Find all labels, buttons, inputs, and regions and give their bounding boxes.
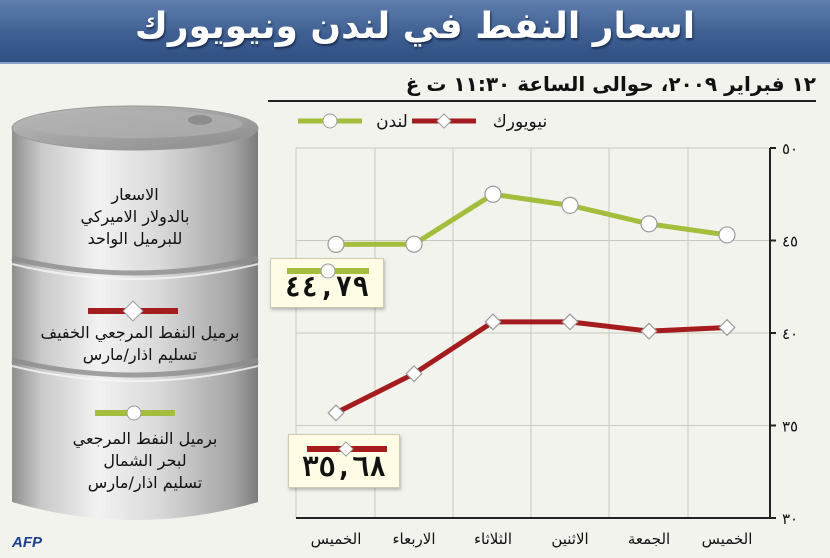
newyork-callout: ٣٥,٦٨ [288, 434, 400, 488]
series-line-london [335, 191, 728, 247]
x-tick-label: الثلاثاء [474, 530, 512, 548]
data-point-london [484, 185, 502, 203]
barrel-heading-line: للبرميل الواحد [87, 229, 183, 248]
barrel-legend-brent: برميل النفط المرجعي لبحر الشمال تسليم اذ… [40, 428, 250, 494]
legend-swatch-brent [95, 405, 175, 421]
title-bar: اسعار النفط في لندن ونيويورك [0, 0, 830, 64]
y-tick-label: ٥٠ [782, 140, 798, 158]
data-point-london [640, 215, 658, 233]
data-point-newyork [327, 404, 345, 422]
y-tick-label: ٣٥ [782, 418, 798, 436]
barrel-legend-line: تسليم اذار/مارس [87, 473, 203, 492]
series-line-newyork [334, 319, 728, 416]
y-tick-label: ٣٠ [782, 510, 798, 528]
legend-entry-newyork-label: نيويورك [493, 112, 547, 132]
x-tick-label: الخميس [702, 530, 753, 548]
barrel-legend-line: برميل النفط المرجعي الخفيف [40, 323, 240, 342]
barrel-illustration [11, 105, 259, 520]
data-point-newyork [405, 365, 423, 383]
barrel-heading-line: بالدولار الاميركي [80, 207, 190, 226]
x-tick-label: الجمعة [628, 530, 670, 548]
data-point-newyork [640, 322, 658, 340]
subtitle-underline [268, 100, 816, 102]
barrel-heading: الاسعار بالدولار الاميركي للبرميل الواحد [30, 184, 240, 250]
legend-swatch-light [88, 300, 178, 322]
data-point-london [718, 226, 736, 244]
barrel-body [11, 105, 259, 520]
barrel-heading-line: الاسعار [111, 185, 159, 204]
newyork-callout-swatch [307, 441, 387, 457]
data-point-london [561, 196, 579, 214]
barrel-legend-line: برميل النفط المرجعي [72, 429, 218, 448]
data-point-london [327, 235, 345, 253]
legend-entry-london-label: لندن [376, 112, 408, 132]
data-point-newyork [718, 318, 736, 337]
barrel-legend-line: تسليم اذار/مارس [82, 345, 198, 364]
london-callout: ٤٤,٧٩ [270, 258, 384, 308]
barrel-legend-line: لبحر الشمال [103, 451, 187, 470]
x-tick-label: الاربعاء [392, 530, 435, 548]
chart-legend: لندن نيويورك [298, 112, 547, 132]
barrel-legend-light: برميل النفط المرجعي الخفيف تسليم اذار/ما… [22, 322, 258, 366]
legend-entry-london-marker [322, 113, 338, 129]
data-point-newyork [484, 313, 502, 331]
data-point-london [405, 235, 423, 253]
x-tick-label: الاثنين [551, 530, 588, 548]
series-lines [327, 185, 736, 422]
london-callout-swatch [287, 263, 369, 279]
data-point-newyork [561, 313, 579, 331]
y-tick-label: ٤٠ [782, 325, 798, 343]
axes: ٣٠ ٣٥ ٤٠ ٤٥ ٥٠ الخميس الاربعاء الثلاثاء الاثنين ا… [296, 140, 798, 548]
london-last-value: ٤٤,٧٩ [284, 270, 370, 303]
y-tick-label: ٤٥ [782, 233, 798, 251]
page-title: اسعار النفط في لندن ونيويورك [134, 6, 696, 47]
afp-logo: AFP [12, 534, 42, 551]
newyork-last-value: ٣٥,٦٨ [301, 450, 387, 483]
x-tick-label: الخميس [311, 530, 362, 548]
legend-entry-newyork-marker [436, 113, 452, 129]
chart-subtitle: ١٢ فبراير ٢٠٠٩، حوالى الساعة ١١:٣٠ ت غ [405, 72, 816, 96]
